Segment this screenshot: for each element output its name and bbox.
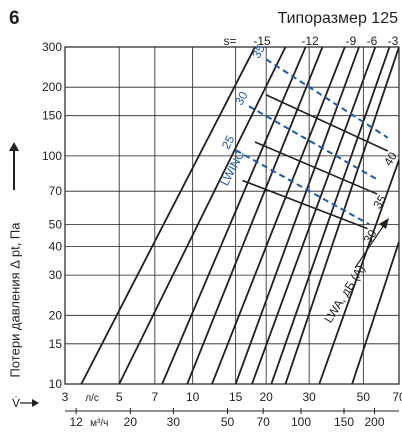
x-tick-label-m3h: 70 — [256, 415, 270, 429]
lwa-axis-arrowhead-icon — [379, 218, 389, 229]
x-tick-label-ls: 7 — [152, 390, 159, 404]
lwinc-lines — [235, 58, 389, 226]
x-unit-ls: л/с — [85, 393, 99, 404]
y-tick-label: 40 — [49, 240, 63, 254]
y-tick-label: 150 — [42, 109, 62, 123]
s-value-label: -9 — [346, 34, 357, 48]
series-line — [351, 241, 399, 384]
y-axis-arrow-icon — [9, 142, 19, 190]
lwa-axis-label: LWA, дБ (А) — [321, 262, 368, 325]
x-tick-label-ls: 20 — [259, 390, 273, 404]
lwinc-axis-label: LWINC — [217, 148, 247, 188]
x-axis-arrowhead-icon — [32, 399, 39, 407]
x-tick-label-m3h: 20 — [124, 415, 138, 429]
chart-title: Типоразмер 125 — [277, 10, 398, 27]
x-tick-label-ls: 5 — [116, 390, 123, 404]
y-tick-label: 300 — [42, 40, 62, 54]
s-value-label: -15 — [253, 34, 271, 48]
page-number: 6 — [9, 8, 20, 29]
s-label: s= — [223, 34, 236, 48]
lwinc-value-label: 25 — [219, 133, 238, 152]
x-tick-label-m3h: 150 — [334, 415, 354, 429]
lwinc-value-label: 35 — [249, 42, 268, 61]
lwinc-line — [265, 58, 389, 139]
y-tick-label: 50 — [49, 218, 63, 232]
lwa-lines — [242, 94, 389, 230]
x-tick-label-ls: 3 — [62, 390, 69, 404]
y-tick-label: 20 — [49, 308, 63, 322]
y-axis-title-area: Потери давления Δ pt, Па — [0, 40, 30, 390]
x-tick-label-ls: 70 — [392, 390, 402, 404]
series-line — [251, 47, 377, 384]
y-tick-label: 30 — [49, 268, 63, 282]
x-tick-label-m3h: 100 — [291, 415, 311, 429]
s-value-label: -6 — [367, 34, 378, 48]
series-line — [118, 47, 287, 384]
x-tick-label-m3h: 200 — [364, 415, 384, 429]
lwa-line — [254, 141, 378, 195]
series-lines — [80, 47, 399, 384]
x-symbol: V̇ — [12, 396, 20, 410]
series-line — [211, 47, 346, 384]
x-tick-label-ls: 15 — [229, 390, 243, 404]
x-tick-label-m3h: 50 — [221, 415, 235, 429]
x-tick-label-m3h: 12 — [69, 415, 83, 429]
lwinc-line — [235, 149, 370, 226]
series-line — [161, 47, 307, 384]
y-tick-label: 100 — [42, 149, 62, 163]
series-line — [318, 159, 399, 384]
lwa-line — [242, 179, 368, 230]
series-line — [80, 47, 256, 384]
lwinc-value-label: 30 — [232, 89, 251, 108]
x-unit-m3h: м³/ч — [90, 418, 108, 429]
s-value-label: -12 — [301, 34, 319, 48]
series-line — [186, 47, 324, 384]
y-tick-label: 200 — [42, 80, 62, 94]
series-line — [234, 47, 360, 384]
series-line — [270, 47, 391, 384]
lwinc-line — [248, 105, 380, 182]
x-tick-label-ls: 30 — [302, 390, 316, 404]
s-value-label: -3 — [388, 34, 399, 48]
series-line — [284, 47, 399, 384]
lwa-line — [265, 94, 389, 152]
lwa-axis-arrow-icon — [354, 221, 387, 269]
y-tick-label: 10 — [49, 377, 63, 391]
y-tick-label: 15 — [49, 337, 63, 351]
y-tick-label: 70 — [49, 184, 63, 198]
x-tick-label-ls: 50 — [357, 390, 371, 404]
x-tick-label-ls: 10 — [186, 390, 200, 404]
x-tick-label-m3h: 30 — [167, 415, 181, 429]
